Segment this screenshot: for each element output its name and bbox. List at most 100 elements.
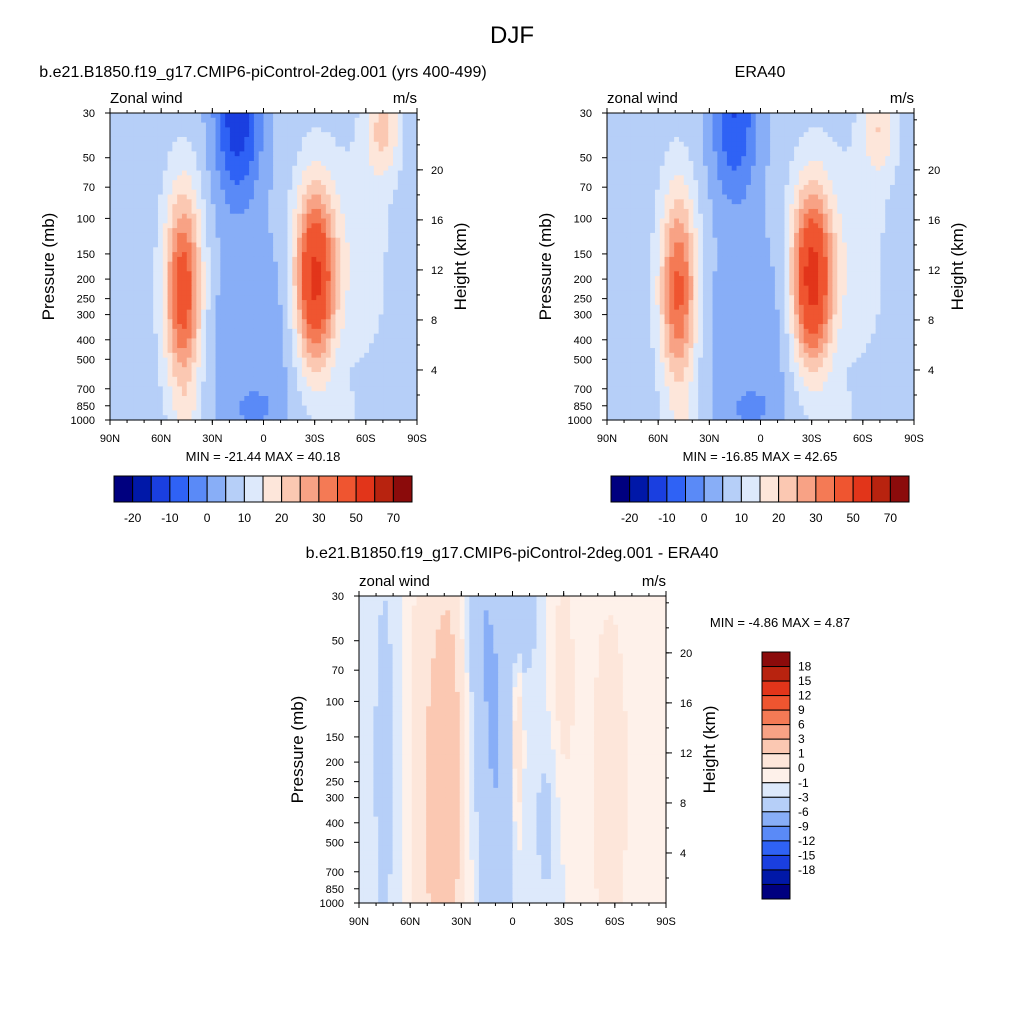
contour-cell	[616, 146, 622, 152]
contour-cell	[133, 348, 140, 354]
contour-cell	[292, 343, 298, 349]
contour-cell	[808, 117, 814, 124]
contour-cell	[354, 271, 361, 277]
contour-cell	[325, 242, 332, 248]
contour-cell	[143, 338, 149, 344]
contour-cell	[210, 127, 217, 133]
contour-cell	[138, 300, 145, 306]
contour-cell	[378, 237, 385, 244]
contour-cell	[167, 237, 173, 244]
contour-cell	[349, 410, 356, 416]
contour-cell	[114, 117, 121, 124]
contour-cell	[731, 165, 738, 172]
contour-cell	[268, 280, 274, 287]
contour-cell	[770, 156, 776, 162]
contour-cell	[364, 175, 370, 181]
contour-cell	[220, 372, 226, 378]
contour-cell	[220, 256, 226, 263]
contour-cell	[249, 309, 255, 316]
contour-cell	[234, 338, 241, 344]
contour-cell	[659, 117, 666, 124]
contour-cell	[316, 271, 322, 277]
contour-cell	[335, 362, 341, 368]
contour-cell	[316, 247, 322, 253]
contour-cell	[263, 165, 269, 172]
contour-cell	[292, 280, 298, 287]
contour-cell	[215, 276, 221, 282]
contour-cell	[153, 362, 159, 368]
contour-cell	[234, 343, 241, 349]
contour-cell	[899, 141, 906, 148]
contour-cell	[335, 146, 341, 152]
contour-cell	[220, 189, 226, 196]
contour-cell	[335, 333, 341, 340]
contour-cell	[263, 180, 269, 186]
contour-cell	[412, 319, 418, 325]
contour-cell	[133, 170, 140, 176]
contour-cell	[225, 247, 231, 253]
contour-cell	[349, 117, 356, 124]
contour-cell	[181, 276, 188, 282]
contour-cell	[301, 362, 308, 368]
contour-cell	[397, 247, 404, 253]
contour-cell	[397, 175, 404, 181]
contour-cell	[253, 199, 260, 205]
contour-cell	[249, 122, 255, 128]
contour-cell	[412, 381, 418, 388]
contour-cell	[345, 410, 351, 416]
contour-cell	[301, 367, 308, 373]
contour-cell	[678, 136, 685, 143]
colorbar-swatch	[337, 475, 357, 503]
contour-cell	[306, 242, 313, 248]
contour-cell	[321, 415, 327, 421]
contour-cell	[301, 180, 308, 186]
contour-cell	[225, 223, 231, 229]
contour-cell	[388, 146, 394, 152]
contour-cell	[325, 314, 332, 320]
contour-cell	[731, 117, 738, 124]
contour-cell	[268, 372, 274, 378]
contour-cell	[167, 367, 173, 373]
contour-cell	[263, 405, 269, 412]
contour-cell	[373, 352, 380, 359]
contour-cell	[133, 415, 140, 421]
contour-cell	[654, 156, 661, 162]
contour-cell	[354, 256, 361, 263]
contour-cell	[402, 146, 409, 152]
contour-cell	[674, 127, 680, 133]
contour-cell	[177, 290, 183, 296]
contour-cell	[354, 127, 361, 133]
contour-cell	[383, 405, 389, 412]
contour-cell	[794, 117, 800, 124]
contour-cell	[393, 256, 399, 263]
contour-cell	[616, 117, 622, 124]
contour-cell	[244, 271, 250, 277]
contour-cell	[851, 151, 858, 157]
contour-cell	[181, 256, 188, 263]
contour-cell	[277, 271, 284, 277]
contour-cell	[268, 415, 274, 421]
contour-cell	[114, 242, 121, 248]
contour-cell	[726, 141, 733, 148]
contour-cell	[133, 357, 140, 364]
contour-cell	[282, 415, 289, 421]
y2-tick-label: 8	[431, 315, 437, 327]
contour-cell	[215, 300, 221, 306]
contour-cell	[722, 117, 728, 124]
contour-cell	[311, 386, 317, 392]
contour-cell	[229, 367, 236, 373]
contour-cell	[297, 319, 303, 325]
contour-cell	[220, 376, 226, 383]
contour-cell	[340, 175, 346, 181]
contour-cell	[364, 189, 370, 196]
contour-cell	[393, 175, 399, 181]
contour-cell	[277, 247, 284, 253]
contour-cell	[325, 410, 332, 416]
contour-cell	[388, 170, 394, 176]
contour-cell	[277, 141, 284, 148]
contour-cell	[388, 386, 394, 392]
contour-cell	[397, 386, 404, 392]
colorbar-label: -10	[161, 511, 179, 525]
y2-tick-label: 20	[431, 165, 443, 177]
contour-cell	[880, 141, 886, 148]
